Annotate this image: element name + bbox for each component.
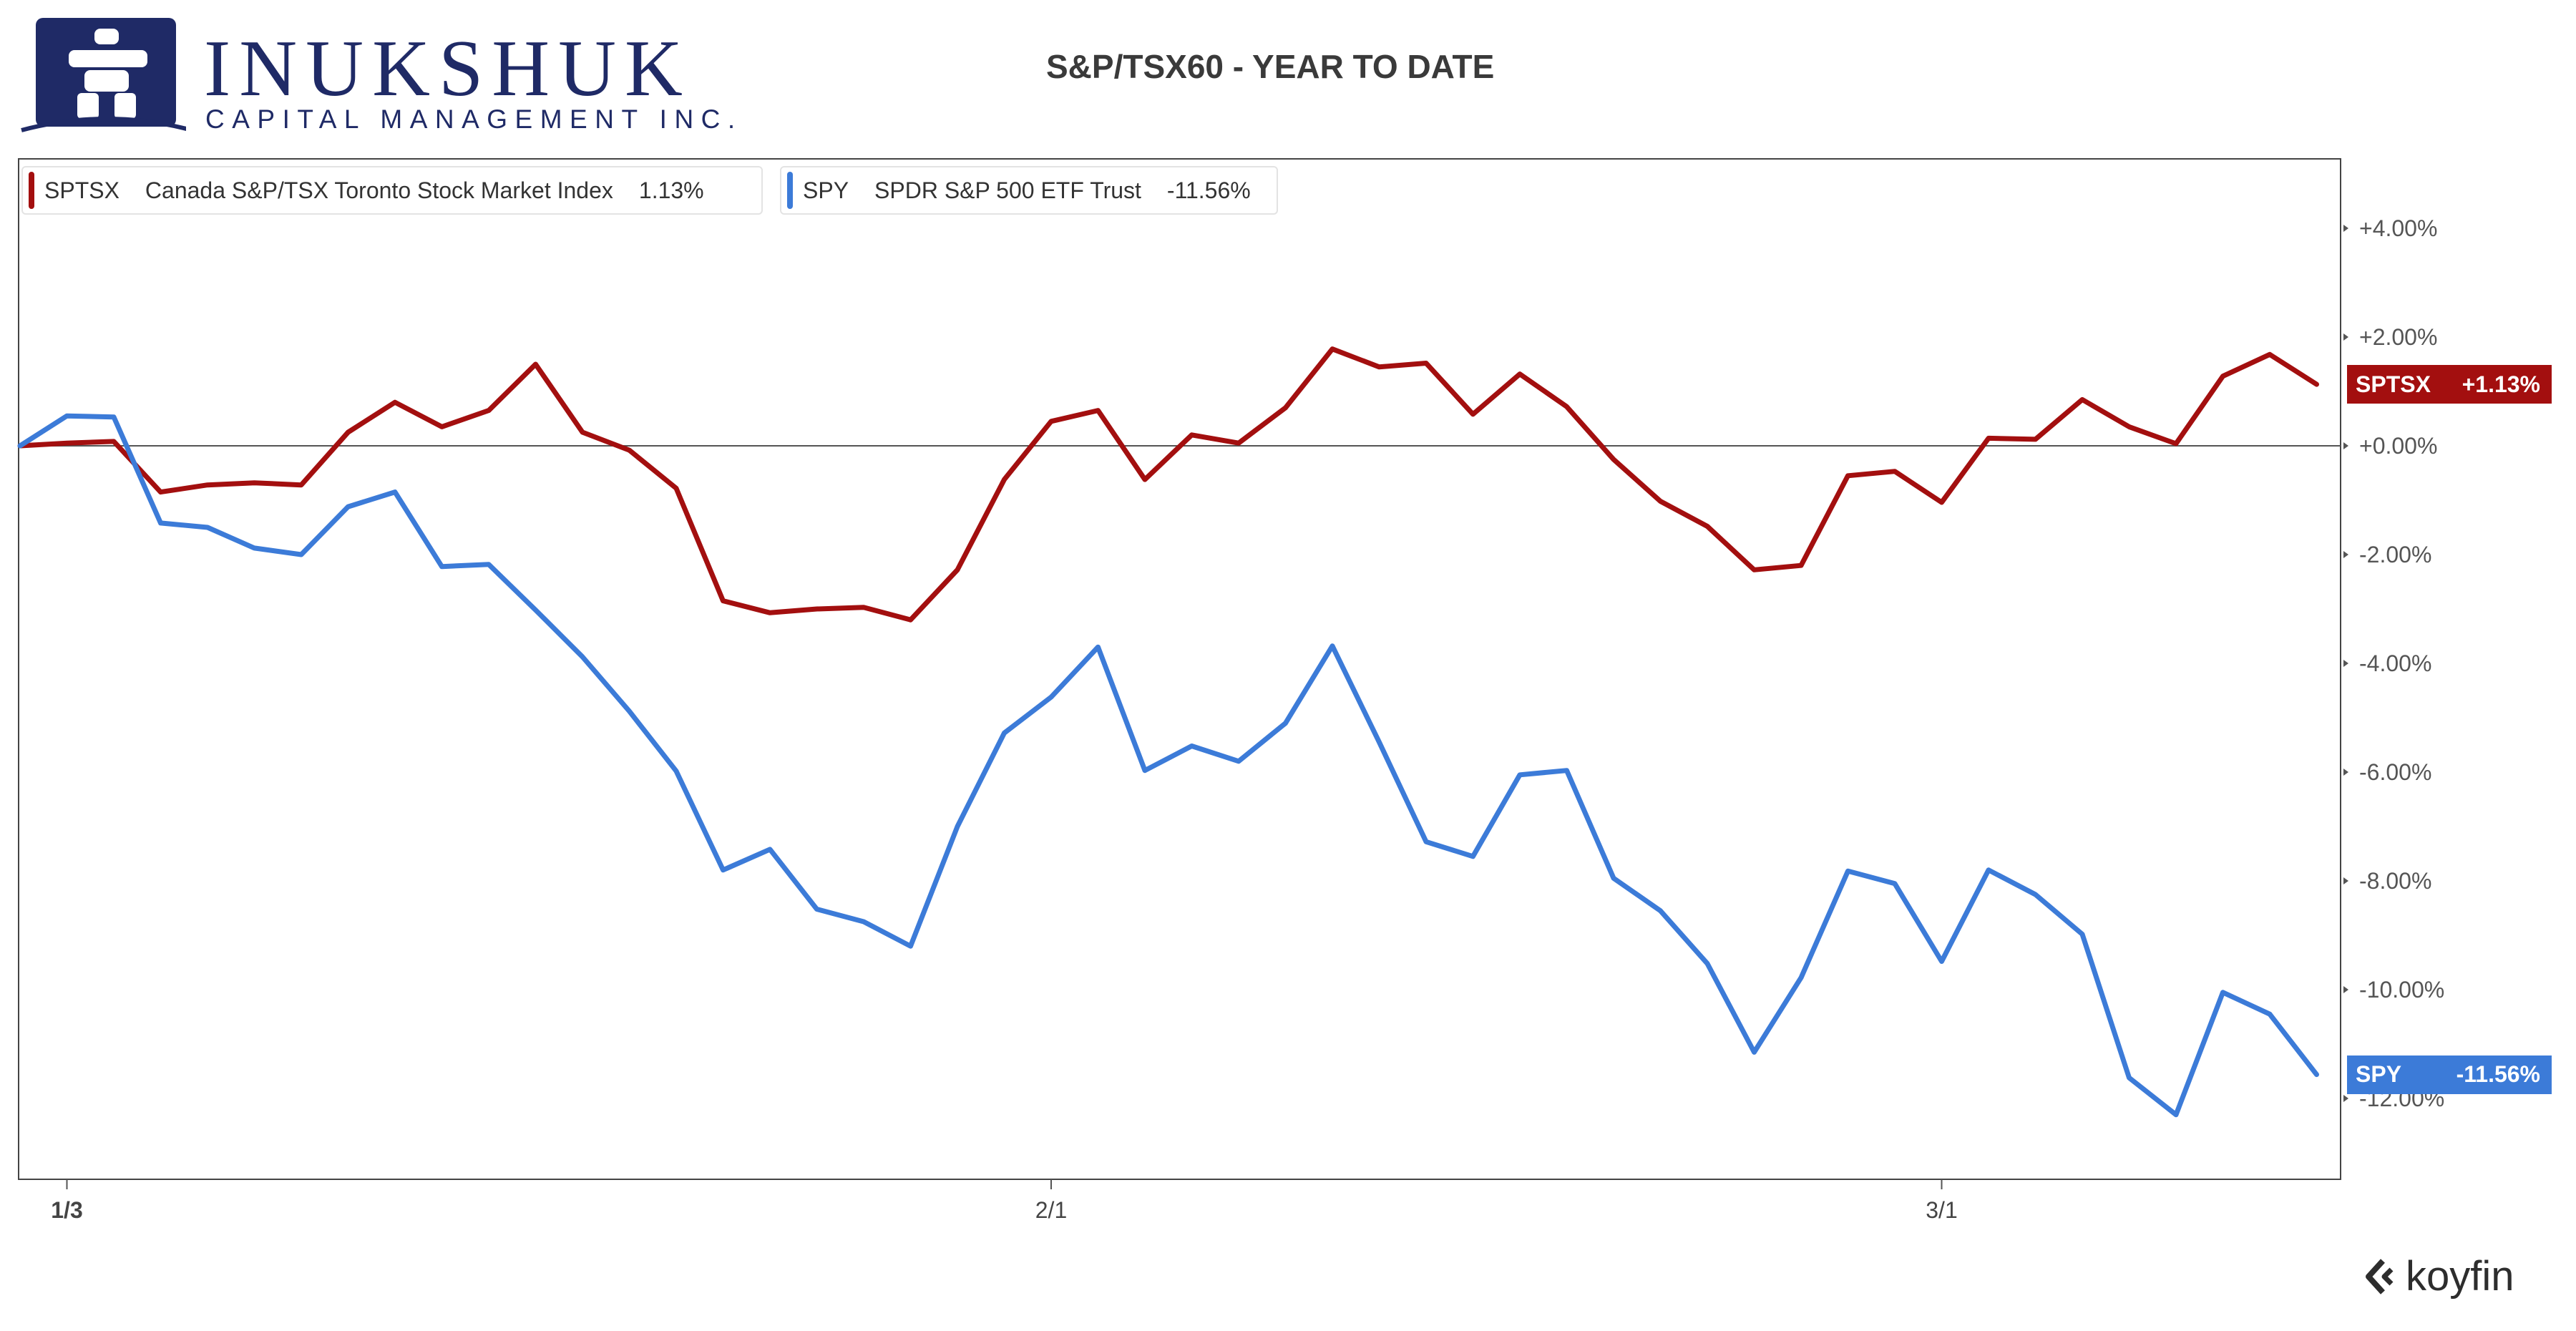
legend-value: -11.56% [1166, 177, 1251, 203]
y-tick-mark [2343, 551, 2348, 558]
legend-ticker: SPTSX [44, 177, 119, 203]
legend-ticker: SPY [803, 177, 849, 203]
legend-series-name: Canada S&P/TSX Toronto Stock Market Inde… [145, 177, 613, 203]
legend-value: 1.13% [638, 177, 704, 203]
x-tick-label: 3/1 [1926, 1197, 1957, 1223]
x-axis: 1/3 2/1 3/1 [51, 1179, 1958, 1223]
x-tick-label: 1/3 [51, 1197, 82, 1223]
y-tick-mark [2343, 877, 2348, 884]
end-label-spy: SPY -11.56% [2347, 1055, 2552, 1094]
koyfin-brand: koyfin [2361, 1256, 2514, 1297]
series-line-sptsx [17, 346, 2319, 623]
y-tick-mark [2343, 1095, 2348, 1102]
series-line-spy [17, 413, 2319, 1118]
y-tick-mark [2343, 442, 2348, 449]
legend-swatch-sptsx [29, 172, 34, 209]
end-label-value: +1.13% [2462, 371, 2540, 397]
y-axis: +4.00% +2.00% +0.00% -2.00% -4.00% -6.00% -8.0… [2343, 215, 2444, 1111]
y-tick-label: -8.00% [2359, 868, 2431, 894]
legend-series-name: SPDR S&P 500 ETF Trust [874, 177, 1141, 203]
page-title: S&P/TSX60 - YEAR TO DATE [1046, 48, 1495, 85]
y-tick-label: -10.00% [2359, 977, 2444, 1003]
y-tick-mark [2343, 333, 2348, 341]
y-tick-label: -4.00% [2359, 650, 2431, 676]
end-label-ticker: SPTSX [2356, 371, 2431, 397]
y-tick-mark [2343, 986, 2348, 993]
end-label-sptsx: SPTSX +1.13% [2347, 365, 2552, 404]
legend-item-spy[interactable]: SPY SPDR S&P 500 ETF Trust -11.56% [780, 166, 1278, 215]
logo-name: INUKSHUK [204, 24, 691, 113]
brand-name: koyfin [2406, 1253, 2514, 1300]
logo-subtitle: CAPITAL MANAGEMENT INC. [205, 104, 743, 134]
y-tick-label: -2.00% [2359, 542, 2431, 567]
y-tick-label: +0.00% [2359, 433, 2437, 459]
end-label-value: -11.56% [2456, 1061, 2540, 1088]
inukshuk-logo-icon [21, 18, 192, 132]
koyfin-logo-icon [2366, 1259, 2394, 1295]
y-tick-label: -6.00% [2359, 759, 2431, 785]
y-tick-mark [2343, 660, 2348, 667]
end-label-ticker: SPY [2356, 1061, 2402, 1088]
y-tick-mark [2343, 769, 2348, 776]
legend-item-sptsx[interactable]: SPTSX Canada S&P/TSX Toronto Stock Marke… [21, 166, 763, 215]
company-logo: INUKSHUK CAPITAL MANAGEMENT INC. [0, 0, 735, 147]
y-tick-label: +2.00% [2359, 324, 2437, 350]
x-tick-label: 2/1 [1035, 1197, 1067, 1223]
series-layer [17, 346, 2319, 1118]
y-tick-mark [2343, 225, 2348, 232]
y-tick-label: +4.00% [2359, 215, 2437, 241]
legend-swatch-spy [787, 172, 793, 209]
plot-frame [18, 158, 2341, 1180]
